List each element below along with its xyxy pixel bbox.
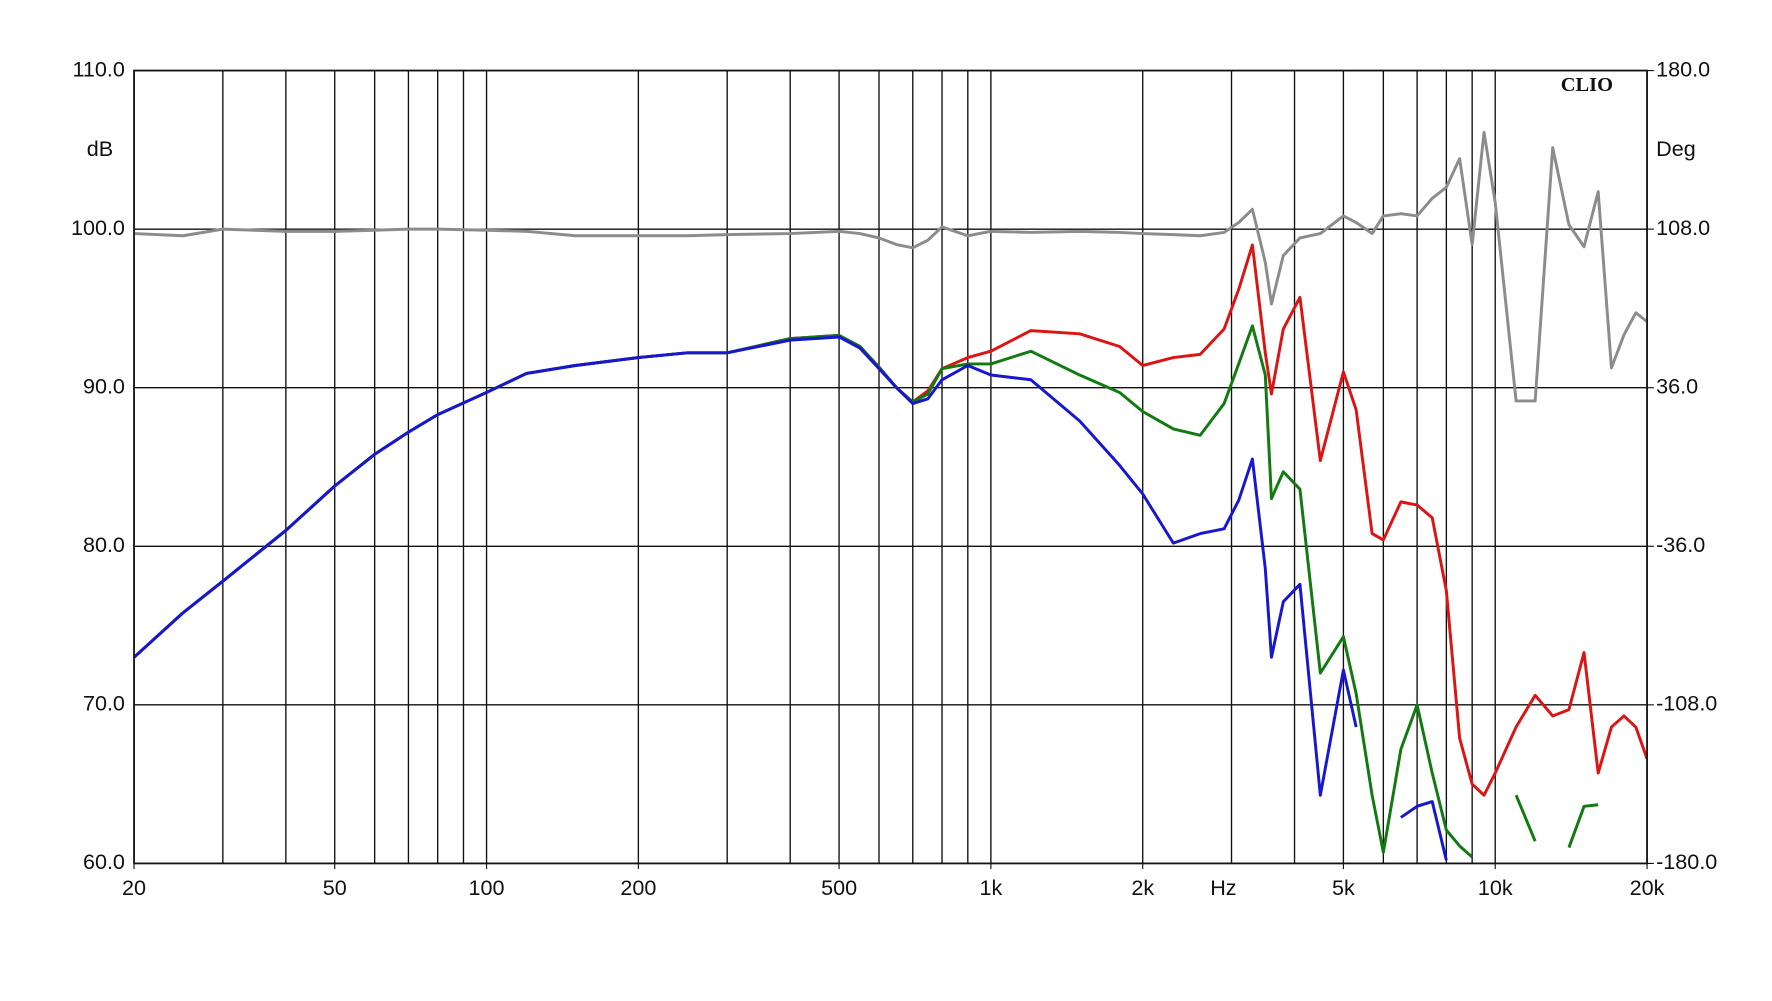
y-axis-label: dB bbox=[87, 136, 113, 161]
y2-tick-label: -180.0 bbox=[1656, 849, 1717, 874]
plot-area bbox=[134, 130, 1648, 861]
y2-tick-label: -36.0 bbox=[1656, 532, 1705, 557]
y-tick-label: 70.0 bbox=[83, 691, 125, 716]
y-tick-label: 100.0 bbox=[71, 215, 125, 240]
y2-tick-label: 108.0 bbox=[1656, 215, 1710, 240]
y2-tick-label: 36.0 bbox=[1656, 373, 1698, 398]
annotation: CLIO bbox=[1561, 74, 1613, 96]
x-tick-label: 10k bbox=[1478, 875, 1513, 900]
x-tick-label: 20k bbox=[1630, 875, 1665, 900]
x-tick-label: 500 bbox=[821, 875, 857, 900]
y2-axis-label: Deg bbox=[1656, 136, 1696, 161]
series-line bbox=[134, 335, 1448, 861]
y-tick-label: 90.0 bbox=[83, 373, 125, 398]
y2-tick-label: 180.0 bbox=[1656, 56, 1710, 81]
x-axis-label: Hz bbox=[1210, 875, 1236, 900]
y2-tick-label: -108.0 bbox=[1656, 691, 1717, 716]
x-tick-label: 2k bbox=[1131, 875, 1154, 900]
x-tick-label: 1k bbox=[979, 875, 1002, 900]
y-tick-label: 110.0 bbox=[73, 56, 125, 81]
x-tick-label: 50 bbox=[323, 875, 347, 900]
series-line bbox=[134, 130, 1648, 403]
labels: 60.0 70.0 80.0 90.0 100.0 110.0 -180.0 -108.0 -3… bbox=[71, 56, 1717, 900]
x-tick-label: 5k bbox=[1332, 875, 1355, 900]
plot-frame bbox=[133, 69, 1648, 865]
y-tick-label: 80.0 bbox=[83, 532, 125, 557]
x-tick-label: 200 bbox=[620, 875, 656, 900]
x-tick-label: 100 bbox=[469, 875, 505, 900]
x-tick-label: 20 bbox=[122, 875, 146, 900]
y-tick-label: 60.0 bbox=[83, 849, 125, 874]
